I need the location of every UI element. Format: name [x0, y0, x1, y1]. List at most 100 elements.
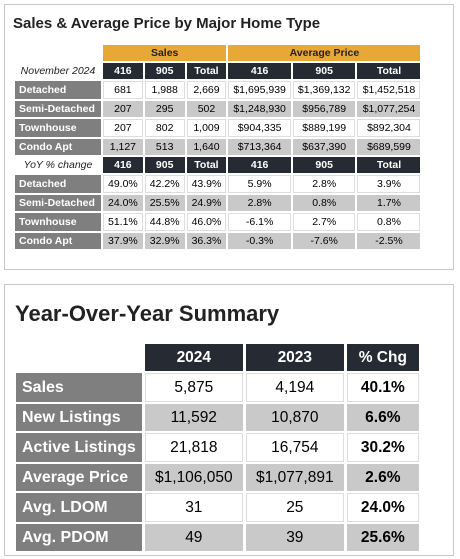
summary-row: Active Listings 21,818 16,754 30.2%	[16, 433, 419, 462]
cell: 31	[144, 493, 243, 522]
group-header: Average Price	[228, 45, 421, 61]
cell: 3.9%	[357, 175, 421, 193]
cell: 24.0%	[346, 493, 419, 522]
cell: $889,199	[292, 119, 356, 137]
section-header: YoY % change 416 905 Total 416 905 Total	[15, 157, 421, 173]
blank	[16, 344, 142, 371]
column-header: Total	[357, 157, 421, 173]
cell: 5.9%	[228, 175, 291, 193]
cell: 21,818	[144, 433, 243, 462]
cell: 11,592	[144, 404, 243, 431]
data-row: Condo Apt 37.9% 32.9% 36.3% -0.3% -7.6% -2.5%	[15, 233, 421, 249]
column-header: 2024	[144, 344, 243, 371]
summary-row: Avg. PDOM 49 39 25.6%	[16, 524, 419, 551]
cell: $1,077,254	[357, 101, 421, 117]
cell: 16,754	[245, 433, 344, 462]
cell: 207	[103, 119, 143, 137]
data-row: Condo Apt 1,127 513 1,640 $713,364 $637,390 $6…	[15, 139, 421, 155]
cell: 2.7%	[292, 213, 356, 231]
cell: -2.5%	[357, 233, 421, 249]
column-header: 2023	[245, 344, 344, 371]
row-label: Townhouse	[15, 213, 101, 231]
cell: 2,669	[186, 81, 227, 99]
summary-row: Sales 5,875 4,194 40.1%	[16, 373, 419, 402]
cell: 2.8%	[228, 195, 291, 211]
summary-panel: Year-Over-Year Summary 2024 2023% Chg Sale…	[4, 284, 454, 556]
cell: -6.1%	[228, 213, 291, 231]
cell: 49.0%	[103, 175, 143, 193]
cell: 2.6%	[346, 464, 419, 491]
cell: $1,695,939	[228, 81, 291, 99]
row-label: Townhouse	[15, 119, 101, 137]
cell: 1.7%	[357, 195, 421, 211]
row-label: Sales	[16, 373, 142, 402]
cell: 37.9%	[103, 233, 143, 249]
price-panel: Sales & Average Price by Major Home Type…	[4, 4, 454, 270]
data-row: Townhouse 51.1% 44.8% 46.0% -6.1% 2.7% 0.8%	[15, 213, 421, 231]
cell: $1,248,930	[228, 101, 291, 117]
cell: $1,077,891	[245, 464, 344, 491]
data-row: Detached 49.0% 42.2% 43.9% 5.9% 2.8% 3.9%	[15, 175, 421, 193]
column-header: 905	[292, 63, 356, 79]
cell: 4,194	[245, 373, 344, 402]
blank	[15, 45, 101, 61]
price-table: Sales Average Price November 2024 416 905 Tot…	[13, 43, 422, 251]
row-label: Semi-Detached	[15, 101, 101, 117]
cell: $713,364	[228, 139, 291, 155]
cell: 40.1%	[346, 373, 419, 402]
cell: 25.5%	[144, 195, 185, 211]
cell: $637,390	[292, 139, 356, 155]
summary-row: Average Price $1,106,050 $1,077,891 2.6%	[16, 464, 419, 491]
cell: $1,369,132	[292, 81, 356, 99]
cell: $904,335	[228, 119, 291, 137]
cell: 5,875	[144, 373, 243, 402]
data-row: Semi-Detached 207 295 502 $1,248,930 $956,789…	[15, 101, 421, 117]
cell: 0.8%	[292, 195, 356, 211]
row-label: New Listings	[16, 404, 142, 431]
cell: 43.9%	[186, 175, 227, 193]
cell: -0.3%	[228, 233, 291, 249]
cell: 42.2%	[144, 175, 185, 193]
cell: 36.3%	[186, 233, 227, 249]
row-label: Avg. LDOM	[16, 493, 142, 522]
section-header: November 2024 416 905 Total 416 905 Total	[15, 63, 421, 79]
row-label: Average Price	[16, 464, 142, 491]
cell: 10,870	[245, 404, 344, 431]
column-header: 416	[228, 157, 291, 173]
column-header: 905	[144, 157, 185, 173]
column-header: Total	[186, 157, 227, 173]
summary-title: Year-Over-Year Summary	[15, 301, 280, 326]
row-label: Detached	[15, 81, 101, 99]
row-label: Avg. PDOM	[16, 524, 142, 551]
summary-header: 2024 2023% Chg	[16, 344, 419, 371]
cell: 295	[144, 101, 185, 117]
cell: 30.2%	[346, 433, 419, 462]
row-label: Semi-Detached	[15, 195, 101, 211]
row-label: Active Listings	[16, 433, 142, 462]
cell: $1,106,050	[144, 464, 243, 491]
cell: 32.9%	[144, 233, 185, 249]
cell: 513	[144, 139, 185, 155]
cell: 1,127	[103, 139, 143, 155]
cell: 0.8%	[357, 213, 421, 231]
cell: 2.8%	[292, 175, 356, 193]
section-label: November 2024	[20, 65, 96, 77]
cell: 502	[186, 101, 227, 117]
cell: 681	[103, 81, 143, 99]
group-header: Sales	[103, 45, 227, 61]
group-row: Sales Average Price	[15, 45, 421, 61]
data-row: Detached 681 1,988 2,669 $1,695,939 $1,369,13…	[15, 81, 421, 99]
cell: 51.1%	[103, 213, 143, 231]
column-header: 905	[144, 63, 185, 79]
cell: 24.9%	[186, 195, 227, 211]
cell: 802	[144, 119, 185, 137]
row-label: Condo Apt	[15, 139, 101, 155]
cell: 6.6%	[346, 404, 419, 431]
cell: 44.8%	[144, 213, 185, 231]
cell: $956,789	[292, 101, 356, 117]
cell: 1,009	[186, 119, 227, 137]
summary-row: New Listings 11,592 10,870 6.6%	[16, 404, 419, 431]
cell: 25	[245, 493, 344, 522]
cell: 39	[245, 524, 344, 551]
